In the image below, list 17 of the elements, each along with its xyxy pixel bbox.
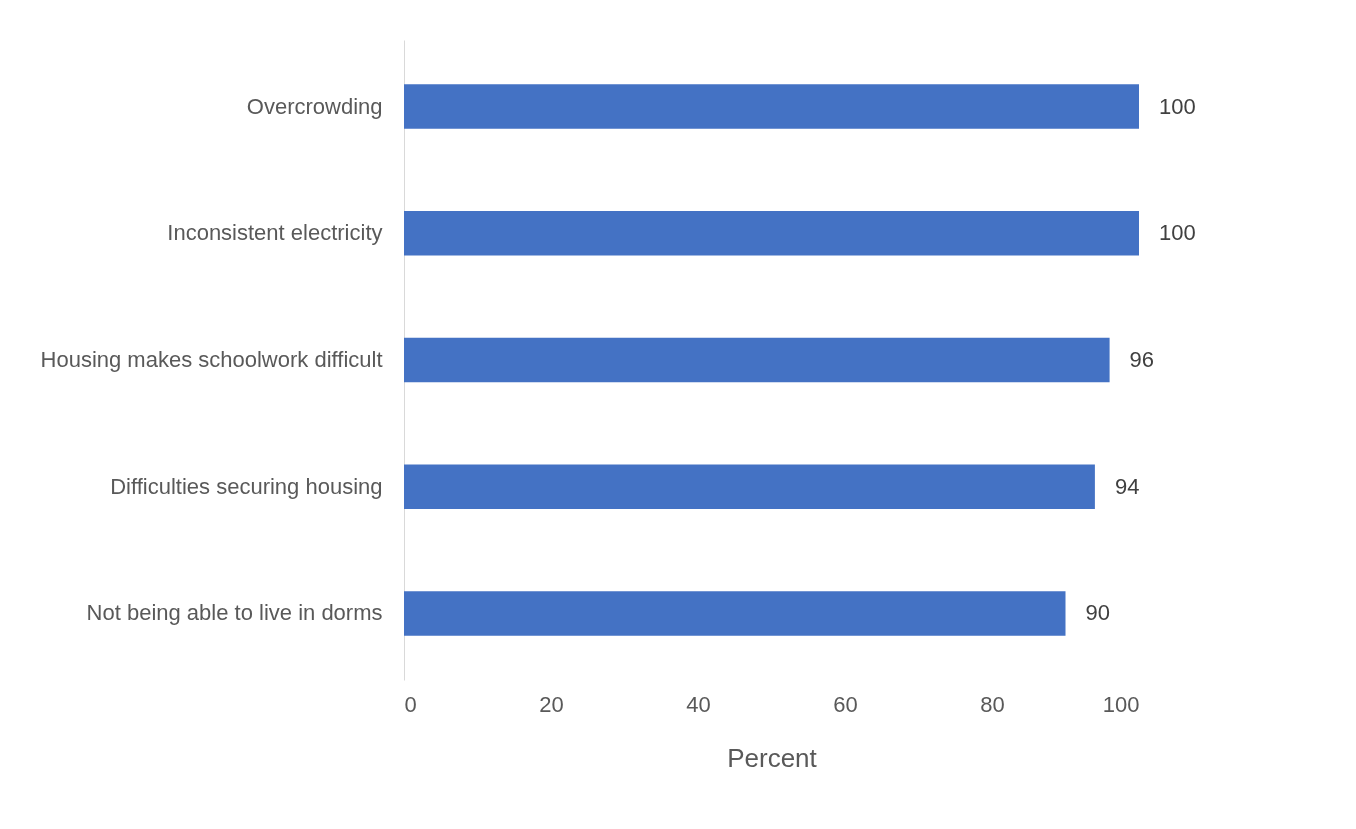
x-tick-label: 100: [1102, 691, 1140, 717]
y-tick-label: Difficulties securing housing: [110, 473, 383, 499]
x-tick-label: 60: [833, 691, 858, 717]
y-tick-label: Not being able to live in dorms: [86, 600, 383, 626]
x-axis-title: Percent: [727, 742, 818, 773]
x-tick-label: 40: [686, 691, 711, 717]
x-tick-label: 0: [404, 691, 417, 717]
y-tick-label: Housing makes schoolwork difficult: [40, 347, 383, 372]
data-label: 96: [1129, 347, 1155, 372]
x-tick-label: 20: [539, 691, 564, 717]
data-label: 90: [1085, 600, 1110, 626]
data-label: 94: [1114, 473, 1140, 499]
y-tick-label: Inconsistent electricity: [167, 220, 383, 246]
data-label: 100: [1159, 220, 1196, 246]
x-tick-label: 80: [980, 691, 1005, 717]
data-label: 100: [1159, 93, 1196, 119]
y-tick-label: Overcrowding: [246, 93, 383, 119]
